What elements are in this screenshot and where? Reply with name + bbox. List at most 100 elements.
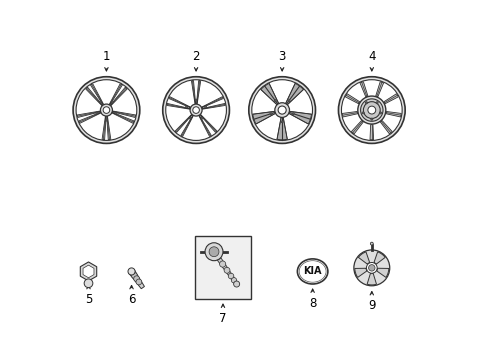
- Circle shape: [274, 100, 275, 101]
- Circle shape: [251, 80, 312, 140]
- Circle shape: [76, 80, 137, 140]
- Ellipse shape: [297, 259, 327, 284]
- Polygon shape: [108, 84, 122, 106]
- Polygon shape: [385, 112, 401, 117]
- Polygon shape: [351, 121, 363, 134]
- Polygon shape: [79, 112, 102, 123]
- Circle shape: [133, 276, 139, 282]
- Polygon shape: [80, 262, 97, 281]
- Circle shape: [292, 113, 294, 114]
- Polygon shape: [199, 113, 217, 132]
- Text: KIA: KIA: [303, 266, 321, 276]
- Circle shape: [233, 281, 239, 287]
- Polygon shape: [260, 84, 279, 105]
- Polygon shape: [90, 84, 104, 106]
- Polygon shape: [181, 114, 194, 136]
- Circle shape: [281, 121, 282, 122]
- Circle shape: [84, 279, 93, 288]
- Circle shape: [248, 77, 315, 143]
- Polygon shape: [369, 125, 373, 140]
- Circle shape: [368, 265, 374, 271]
- Polygon shape: [196, 81, 200, 105]
- Circle shape: [219, 261, 225, 267]
- Text: 9: 9: [367, 300, 375, 312]
- Polygon shape: [359, 82, 367, 97]
- Circle shape: [73, 77, 140, 143]
- Polygon shape: [83, 265, 94, 278]
- Circle shape: [370, 118, 372, 120]
- Polygon shape: [217, 258, 237, 285]
- Polygon shape: [354, 268, 366, 278]
- Circle shape: [96, 112, 98, 114]
- Bar: [195, 237, 250, 299]
- Circle shape: [274, 103, 289, 117]
- Circle shape: [288, 100, 289, 101]
- Polygon shape: [342, 112, 357, 117]
- Polygon shape: [345, 94, 359, 104]
- Polygon shape: [276, 117, 287, 140]
- Circle shape: [287, 100, 289, 102]
- Circle shape: [105, 120, 107, 121]
- Circle shape: [185, 106, 187, 108]
- Polygon shape: [191, 81, 195, 105]
- Text: 6: 6: [127, 293, 135, 306]
- Polygon shape: [200, 96, 223, 108]
- Polygon shape: [166, 103, 191, 109]
- Circle shape: [367, 106, 375, 114]
- Text: 3: 3: [278, 50, 285, 63]
- Circle shape: [269, 113, 271, 114]
- Circle shape: [204, 243, 223, 261]
- Circle shape: [100, 102, 101, 103]
- Circle shape: [281, 121, 283, 123]
- Circle shape: [100, 101, 102, 103]
- Circle shape: [189, 118, 190, 119]
- Circle shape: [341, 80, 401, 140]
- Circle shape: [224, 267, 229, 273]
- Polygon shape: [376, 268, 388, 278]
- Polygon shape: [200, 103, 225, 109]
- Text: 4: 4: [367, 50, 375, 63]
- Circle shape: [201, 117, 203, 119]
- Polygon shape: [129, 270, 144, 289]
- Circle shape: [338, 77, 405, 143]
- Circle shape: [165, 80, 226, 140]
- Circle shape: [136, 279, 142, 285]
- Circle shape: [115, 112, 117, 114]
- Polygon shape: [110, 112, 134, 123]
- Circle shape: [111, 102, 113, 103]
- Polygon shape: [287, 111, 311, 124]
- Circle shape: [192, 107, 199, 113]
- Circle shape: [353, 250, 389, 286]
- Circle shape: [375, 102, 377, 104]
- Polygon shape: [375, 82, 383, 97]
- Polygon shape: [198, 114, 211, 136]
- Circle shape: [103, 107, 109, 113]
- Polygon shape: [77, 111, 102, 117]
- Polygon shape: [380, 121, 391, 134]
- Circle shape: [96, 113, 97, 114]
- Circle shape: [195, 99, 196, 101]
- Circle shape: [360, 99, 382, 121]
- Circle shape: [204, 106, 206, 108]
- Circle shape: [228, 273, 233, 279]
- Polygon shape: [373, 252, 385, 264]
- Circle shape: [274, 100, 276, 102]
- Circle shape: [270, 113, 271, 114]
- Polygon shape: [111, 111, 136, 117]
- Circle shape: [366, 262, 376, 273]
- Circle shape: [369, 242, 372, 245]
- Circle shape: [115, 113, 116, 114]
- Circle shape: [278, 106, 285, 114]
- Circle shape: [370, 118, 372, 120]
- Circle shape: [111, 101, 113, 103]
- Text: 5: 5: [84, 293, 92, 306]
- Circle shape: [185, 106, 187, 108]
- Text: 1: 1: [102, 50, 110, 63]
- Text: 2: 2: [192, 50, 200, 63]
- Circle shape: [201, 118, 202, 119]
- Circle shape: [362, 112, 364, 114]
- Polygon shape: [358, 252, 369, 264]
- Circle shape: [189, 117, 191, 119]
- Circle shape: [379, 112, 380, 113]
- Circle shape: [204, 106, 206, 108]
